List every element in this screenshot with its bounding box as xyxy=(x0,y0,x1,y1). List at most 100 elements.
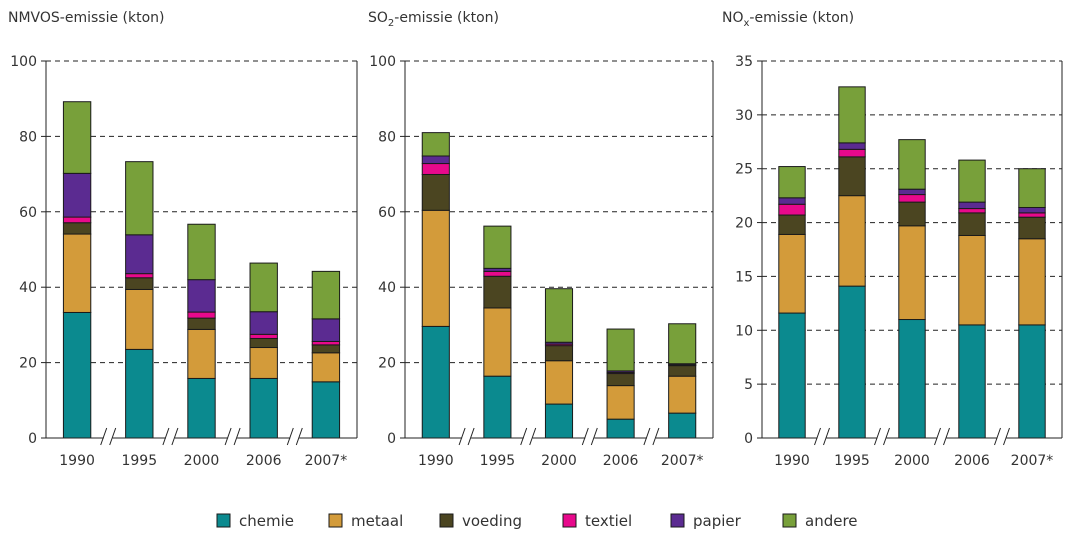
bar-segment-metaal xyxy=(483,307,512,377)
bar-segment-textiel xyxy=(958,208,986,214)
bar-segment-andere xyxy=(249,262,278,313)
bar-segment-papier xyxy=(187,279,216,313)
bar-segment-voeding xyxy=(421,173,450,211)
bar-segment-chemie xyxy=(249,377,278,439)
bar-segment-textiel xyxy=(62,216,92,224)
bar-segment-papier xyxy=(778,197,806,205)
legend-label-textiel: textiel xyxy=(585,512,632,530)
axis-break-mark xyxy=(458,427,466,446)
bar-segment-textiel xyxy=(898,194,926,203)
bar-segment-papier xyxy=(898,188,926,196)
x-tick-label: 1995 xyxy=(480,453,516,469)
legend-swatch-papier xyxy=(670,513,685,528)
axis-break-mark xyxy=(994,427,1001,446)
bar-segment-metaal xyxy=(544,360,574,405)
y-tick-label: 25 xyxy=(735,162,753,178)
x-tick-label: 1990 xyxy=(774,453,810,469)
bar-segment-metaal xyxy=(838,195,866,287)
bar-segment-andere xyxy=(668,323,697,365)
chart-panel-1: NMVOS-emissie (kton) 0 20 40 60 80 100 1990 1995… xyxy=(8,10,358,469)
bar-segment-voeding xyxy=(544,345,574,362)
bar-segment-voeding xyxy=(187,317,216,330)
bar-segment-andere xyxy=(421,132,450,157)
axis-break-mark xyxy=(529,427,537,446)
x-tick-label: 1990 xyxy=(418,453,454,469)
chart-title: NOx-emissie (kton) xyxy=(722,10,854,29)
x-tick-label: 1990 xyxy=(59,453,95,469)
bar-segment-andere xyxy=(311,270,341,320)
axis-break-mark xyxy=(171,427,179,446)
bar-segment-andere xyxy=(898,139,926,190)
axis-break-mark xyxy=(943,427,950,446)
bar-segment-voeding xyxy=(483,275,512,309)
bar-segment-andere xyxy=(606,328,635,372)
bar-segment-papier xyxy=(62,172,92,218)
bar-segment-metaal xyxy=(421,209,450,327)
x-tick-label: 1995 xyxy=(834,453,870,469)
bar-segment-voeding xyxy=(125,277,154,290)
bar-segment-chemie xyxy=(778,312,806,439)
bar-segment-textiel xyxy=(125,273,154,279)
y-tick-label: 60 xyxy=(378,205,396,221)
axis-break-mark xyxy=(109,427,117,446)
y-tick-label: 80 xyxy=(19,129,37,145)
axis-break-mark xyxy=(467,427,475,446)
axis-break-mark xyxy=(883,427,890,446)
bar-segment-metaal xyxy=(778,233,806,314)
chart-panel-2: SO2-emissie (kton) 0 20 40 60 80 100 1990 1995 20… xyxy=(368,10,714,469)
bar-segment-textiel xyxy=(483,270,512,277)
bar-segment-metaal xyxy=(249,347,278,379)
axis-break-mark xyxy=(224,427,232,446)
bar-segment-voeding xyxy=(898,201,926,227)
y-tick-label: 0 xyxy=(744,431,753,447)
bar-segment-andere xyxy=(483,225,512,269)
bar-segment-chemie xyxy=(483,375,512,439)
bar-segment-voeding xyxy=(1018,216,1046,240)
bar-segment-metaal xyxy=(1018,238,1046,326)
bar-segment-metaal xyxy=(62,233,92,313)
x-tick-label: 2007* xyxy=(305,453,348,469)
bar-segment-andere xyxy=(1018,168,1046,208)
bar-segment-textiel xyxy=(838,148,866,158)
bar-segment-textiel xyxy=(421,163,450,175)
y-tick-label: 30 xyxy=(735,108,753,124)
axis-break-mark xyxy=(590,427,598,446)
y-tick-label: 100 xyxy=(10,54,37,70)
x-tick-label: 2006 xyxy=(954,453,990,469)
legend-label-voeding: voeding xyxy=(462,512,522,530)
bar-segment-andere xyxy=(778,166,806,199)
bar-segment-chemie xyxy=(668,412,697,439)
y-tick-label: 40 xyxy=(19,280,37,296)
y-tick-label: 60 xyxy=(19,205,37,221)
bar-segment-chemie xyxy=(606,418,635,439)
bar-segment-textiel xyxy=(1018,212,1046,218)
x-tick-label: 2006 xyxy=(603,453,639,469)
x-tick-label: 2000 xyxy=(894,453,930,469)
bar-segment-chemie xyxy=(544,403,574,439)
legend-swatch-voeding xyxy=(439,513,454,528)
bar-segment-papier xyxy=(421,155,450,165)
bar-segment-textiel xyxy=(778,203,806,216)
axis-break-mark xyxy=(100,427,108,446)
x-tick-label: 2007* xyxy=(661,453,704,469)
bar-segment-metaal xyxy=(958,234,986,326)
bar-segment-andere xyxy=(62,101,92,174)
bar-segment-chemie xyxy=(187,377,216,439)
bar-segment-metaal xyxy=(187,328,216,379)
bar-segment-voeding xyxy=(838,156,866,197)
y-tick-label: 35 xyxy=(735,54,753,70)
bar-segment-voeding xyxy=(249,337,278,349)
bar-segment-voeding xyxy=(958,212,986,236)
axis-break-mark xyxy=(1003,427,1010,446)
bar-segment-chemie xyxy=(958,324,986,439)
bar-segment-chemie xyxy=(421,325,450,439)
legend-swatch-andere xyxy=(782,513,797,528)
bar-segment-voeding xyxy=(311,344,341,354)
y-tick-label: 40 xyxy=(378,280,396,296)
y-tick-label: 20 xyxy=(19,356,37,372)
bar-segment-metaal xyxy=(898,225,926,321)
bar-segment-papier xyxy=(249,311,278,335)
bar-segment-chemie xyxy=(838,285,866,439)
chart-title: NMVOS-emissie (kton) xyxy=(8,10,164,26)
